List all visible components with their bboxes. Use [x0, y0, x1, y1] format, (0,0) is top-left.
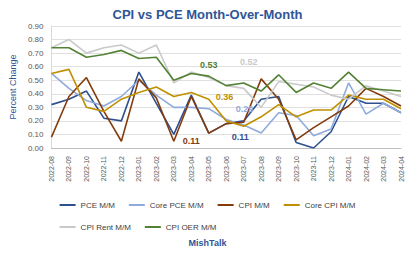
svg-text:0.50: 0.50: [28, 76, 44, 85]
svg-text:2023-05: 2023-05: [205, 156, 212, 182]
svg-text:2023-12: 2023-12: [328, 156, 335, 182]
svg-text:0.90: 0.90: [28, 22, 44, 31]
svg-text:2023-04: 2023-04: [188, 156, 195, 182]
svg-text:2022-10: 2022-10: [83, 156, 90, 182]
svg-text:2023-02: 2023-02: [153, 156, 160, 182]
svg-text:0.11: 0.11: [232, 132, 249, 142]
svg-text:0.53: 0.53: [200, 60, 218, 70]
svg-text:2023-10: 2023-10: [293, 156, 300, 182]
svg-text:CPI vs PCE Month-Over-Month: CPI vs PCE Month-Over-Month: [113, 7, 303, 22]
svg-text:0.36: 0.36: [216, 92, 234, 102]
svg-text:0.20: 0.20: [28, 116, 44, 125]
svg-text:2024-03: 2024-03: [380, 156, 387, 182]
svg-text:0.80: 0.80: [28, 35, 44, 44]
svg-text:0.00: 0.00: [28, 144, 44, 153]
svg-text:2023-08: 2023-08: [258, 156, 265, 182]
svg-text:2022-09: 2022-09: [65, 156, 72, 182]
svg-text:2023-01: 2023-01: [135, 156, 142, 182]
svg-text:CPI OER M/M: CPI OER M/M: [166, 223, 217, 232]
svg-text:0.29: 0.29: [236, 104, 254, 114]
svg-text:2023-03: 2023-03: [170, 156, 177, 182]
svg-text:Core CPI M/M: Core CPI M/M: [305, 201, 356, 210]
svg-text:2024-02: 2024-02: [363, 156, 370, 182]
svg-text:2023-07: 2023-07: [240, 156, 247, 182]
svg-text:0.11: 0.11: [183, 136, 200, 146]
svg-text:2023-11: 2023-11: [310, 156, 317, 181]
svg-text:0.60: 0.60: [28, 62, 44, 71]
svg-text:0.70: 0.70: [28, 49, 44, 58]
svg-text:0.40: 0.40: [28, 89, 44, 98]
svg-text:0.52: 0.52: [240, 57, 258, 67]
svg-text:2023-09: 2023-09: [275, 156, 282, 182]
svg-text:0.10: 0.10: [28, 130, 44, 139]
svg-text:PCE M/M: PCE M/M: [81, 201, 116, 210]
svg-text:CPI Rent M/M: CPI Rent M/M: [81, 223, 132, 232]
svg-text:2022-12: 2022-12: [118, 156, 125, 182]
svg-text:2022-11: 2022-11: [100, 156, 107, 181]
svg-text:Core PCE M/M: Core PCE M/M: [150, 201, 204, 210]
svg-text:Percent Change: Percent Change: [8, 54, 18, 119]
svg-text:2024-04: 2024-04: [398, 156, 405, 182]
svg-text:2023-06: 2023-06: [223, 156, 230, 182]
svg-text:MishTalk: MishTalk: [189, 238, 228, 248]
svg-text:2022-08: 2022-08: [48, 156, 55, 182]
svg-text:CPI M/M: CPI M/M: [239, 201, 270, 210]
svg-text:0.30: 0.30: [28, 103, 44, 112]
svg-text:2024-01: 2024-01: [345, 156, 352, 182]
